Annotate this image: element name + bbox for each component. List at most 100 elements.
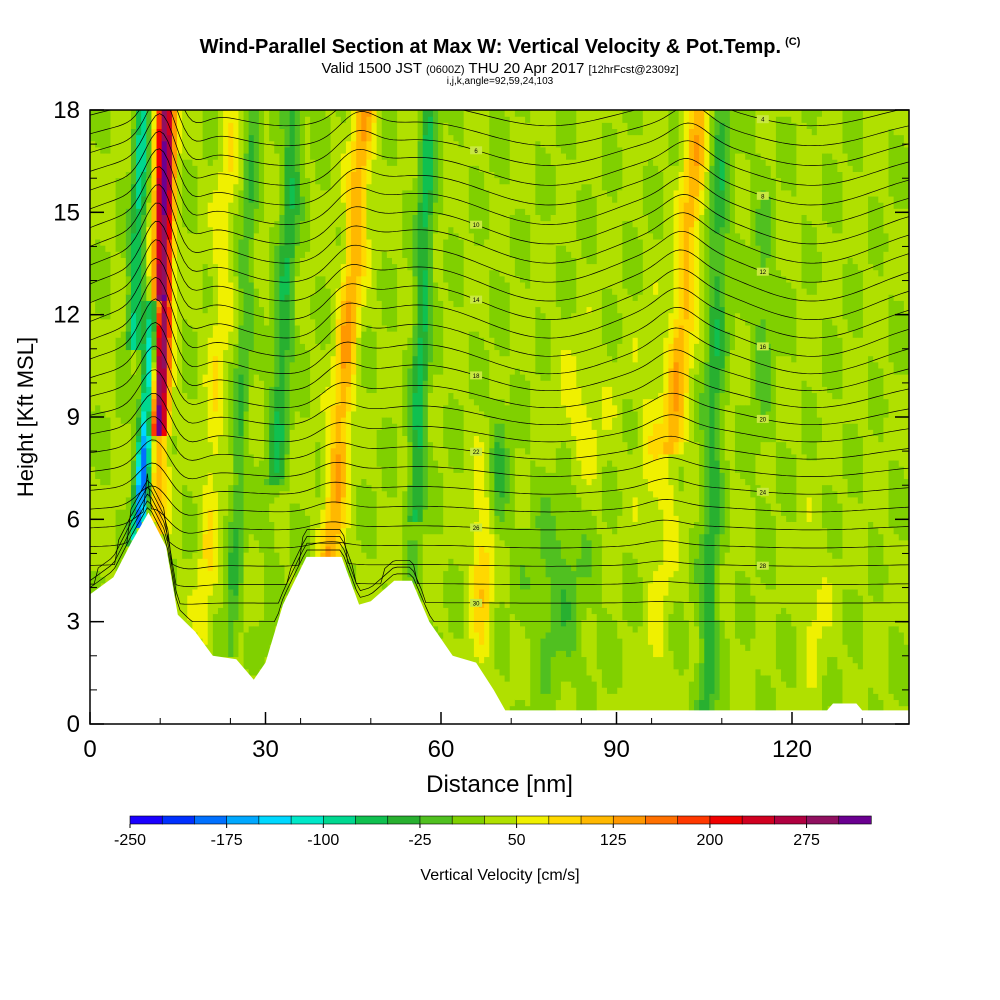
field-cell bbox=[228, 122, 234, 172]
field-cell bbox=[571, 110, 577, 160]
field-cell bbox=[837, 110, 844, 172]
field-cell bbox=[642, 110, 649, 166]
field-cell bbox=[601, 110, 608, 123]
field-cell bbox=[125, 496, 132, 522]
field-cell bbox=[371, 110, 378, 123]
field-cell bbox=[284, 110, 291, 148]
field-cell bbox=[402, 435, 408, 492]
field-cell bbox=[734, 312, 741, 406]
field-cell bbox=[151, 189, 158, 240]
field-cell bbox=[745, 159, 751, 246]
field-cell bbox=[806, 687, 813, 713]
field-cell bbox=[136, 134, 142, 209]
forecast-info: [12hrFcst@2309z] bbox=[588, 64, 679, 76]
y-tick-label: 0 bbox=[67, 711, 80, 738]
field-cell bbox=[340, 281, 347, 301]
field-cell bbox=[519, 625, 526, 701]
field-cell bbox=[878, 275, 885, 369]
field-cell bbox=[719, 472, 726, 535]
field-cell bbox=[351, 374, 357, 412]
field-cell bbox=[448, 392, 455, 467]
field-cell bbox=[678, 453, 685, 467]
field-cell bbox=[202, 110, 209, 160]
field-cell bbox=[555, 650, 562, 701]
field-cell bbox=[514, 110, 521, 117]
field-cell bbox=[299, 195, 306, 222]
field-cell bbox=[612, 294, 618, 363]
field-cell bbox=[320, 349, 327, 394]
field-cell bbox=[146, 509, 153, 516]
field-cell bbox=[120, 423, 127, 510]
field-cell bbox=[868, 110, 874, 197]
field-cell bbox=[130, 533, 137, 541]
field-cell bbox=[151, 361, 158, 369]
field-cell bbox=[223, 110, 229, 351]
field-cell bbox=[274, 472, 280, 486]
field-cell bbox=[612, 533, 618, 621]
field-cell bbox=[560, 110, 567, 154]
field-cell bbox=[468, 398, 475, 565]
theta-contour-line bbox=[90, 184, 909, 264]
field-cell bbox=[412, 582, 419, 590]
field-cell bbox=[786, 116, 792, 191]
field-cell bbox=[473, 509, 480, 522]
field-cell bbox=[898, 466, 905, 541]
field-cell bbox=[340, 152, 347, 203]
field-cell bbox=[376, 300, 383, 430]
field-cell bbox=[294, 324, 301, 412]
field-cell bbox=[95, 478, 101, 572]
field-cell bbox=[622, 552, 629, 621]
theta-contour-line bbox=[90, 479, 909, 552]
field-cell bbox=[484, 189, 490, 240]
field-cell bbox=[335, 404, 342, 455]
field-cell bbox=[560, 245, 567, 320]
field-cell bbox=[166, 306, 173, 338]
field-cell bbox=[381, 417, 388, 492]
chart-title: Wind-Parallel Section at Max W: Vertical… bbox=[0, 36, 1000, 59]
field-cell bbox=[560, 558, 567, 590]
field-cell bbox=[125, 349, 132, 424]
field-cell bbox=[161, 294, 168, 301]
field-cell bbox=[760, 189, 767, 271]
field-cell bbox=[873, 601, 879, 694]
field-cell bbox=[253, 539, 260, 627]
field-cell bbox=[694, 220, 700, 344]
field-cell bbox=[622, 619, 629, 713]
contour-label: 30 bbox=[473, 601, 480, 607]
field-cell bbox=[504, 110, 511, 117]
field-cell bbox=[187, 110, 193, 160]
field-cell bbox=[120, 257, 127, 332]
field-cell bbox=[560, 625, 567, 651]
field-cell bbox=[888, 195, 895, 295]
field-cell bbox=[821, 386, 828, 486]
field-cell bbox=[161, 214, 168, 295]
field-cell bbox=[146, 110, 153, 179]
field-cell bbox=[340, 496, 347, 529]
field-cell bbox=[458, 404, 465, 473]
field-cell bbox=[601, 122, 608, 191]
field-cell bbox=[187, 490, 193, 559]
field-cell bbox=[612, 619, 618, 694]
field-cell bbox=[238, 110, 245, 191]
field-cell bbox=[125, 275, 132, 295]
field-cell bbox=[658, 423, 664, 455]
colorbar-swatch bbox=[774, 815, 808, 825]
field-cell bbox=[141, 423, 147, 437]
field-cell bbox=[560, 404, 567, 443]
theta-contour-line bbox=[90, 493, 909, 587]
field-cell bbox=[699, 699, 705, 713]
field-cell bbox=[566, 251, 572, 320]
field-cell bbox=[622, 122, 629, 222]
field-cell bbox=[438, 533, 444, 633]
field-cell bbox=[146, 300, 153, 320]
field-cell bbox=[601, 607, 608, 688]
field-cell bbox=[898, 374, 905, 467]
field-cell bbox=[299, 220, 306, 258]
field-cell bbox=[304, 177, 311, 252]
colorbar-swatch bbox=[290, 815, 324, 825]
field-cell bbox=[269, 386, 275, 424]
field-cell bbox=[550, 110, 557, 166]
field-cell bbox=[704, 110, 710, 172]
field-cell bbox=[315, 183, 321, 277]
field-cell bbox=[653, 294, 659, 400]
